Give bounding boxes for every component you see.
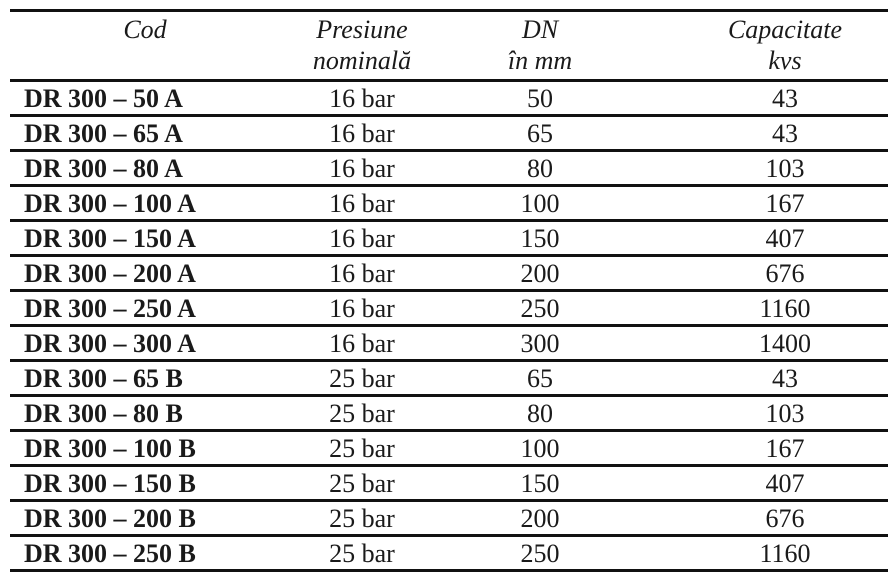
cell-dn: 200 — [520, 259, 560, 288]
table-row: DR 300 – 200 A 16 bar 200 676 — [10, 257, 888, 292]
header-capacitate-line1: Capacitate — [727, 15, 843, 44]
cell-dn: 80 — [527, 399, 553, 428]
table-row: DR 300 – 200 B 25 bar 200 676 — [10, 502, 888, 537]
cell-presiune: 16 bar — [329, 224, 395, 253]
cell-presiune: 25 bar — [329, 504, 395, 533]
cell-cod: DR 300 – 100 A — [24, 189, 196, 218]
valve-spec-table: Cod Presiune nominală DN în mm Capacitate k… — [10, 9, 888, 572]
cell-dn: 150 — [520, 224, 560, 253]
cell-capacitate: 103 — [765, 399, 805, 428]
cell-capacitate: 167 — [765, 434, 805, 463]
cell-presiune: 16 bar — [329, 84, 395, 113]
cell-presiune: 16 bar — [329, 294, 395, 323]
cell-cod: DR 300 – 250 B — [24, 539, 196, 568]
table-row: DR 300 – 100 B 25 bar 100 167 — [10, 432, 888, 467]
table-row: DR 300 – 50 A 16 bar 50 43 — [10, 82, 888, 117]
table-row: DR 300 – 150 B 25 bar 150 407 — [10, 467, 888, 502]
cell-dn: 50 — [527, 84, 553, 113]
cell-cod: DR 300 – 80 B — [24, 399, 183, 428]
header-dn-line1: DN — [521, 15, 559, 44]
cell-presiune: 25 bar — [329, 469, 395, 498]
cell-capacitate: 103 — [765, 154, 805, 183]
table-row: DR 300 – 100 A 16 bar 100 167 — [10, 187, 888, 222]
cell-dn: 300 — [520, 329, 560, 358]
header-presiune: Presiune nominală — [272, 14, 452, 76]
cell-dn: 100 — [520, 434, 560, 463]
cell-cod: DR 300 – 300 A — [24, 329, 196, 358]
cell-capacitate: 1160 — [759, 294, 811, 323]
table-row: DR 300 – 250 B 25 bar 250 1160 — [10, 537, 888, 572]
cell-cod: DR 300 – 200 B — [24, 504, 196, 533]
cell-cod: DR 300 – 250 A — [24, 294, 196, 323]
cell-dn: 65 — [527, 119, 553, 148]
cell-dn: 100 — [520, 189, 560, 218]
cell-capacitate: 1160 — [759, 539, 811, 568]
cell-presiune: 16 bar — [329, 189, 395, 218]
cell-dn: 80 — [527, 154, 553, 183]
table-row: DR 300 – 65 B 25 bar 65 43 — [10, 362, 888, 397]
cell-capacitate: 43 — [772, 364, 798, 393]
table-row: DR 300 – 80 A 16 bar 80 103 — [10, 152, 888, 187]
cell-dn: 200 — [520, 504, 560, 533]
cell-presiune: 25 bar — [329, 364, 395, 393]
cell-capacitate: 407 — [765, 224, 805, 253]
cell-presiune: 16 bar — [329, 119, 395, 148]
header-capacitate: Capacitate kvs — [690, 14, 880, 76]
cell-capacitate: 676 — [765, 259, 805, 288]
table-row: DR 300 – 65 A 16 bar 65 43 — [10, 117, 888, 152]
table-row: DR 300 – 300 A 16 bar 300 1400 — [10, 327, 888, 362]
cell-cod: DR 300 – 150 A — [24, 224, 196, 253]
cell-cod: DR 300 – 100 B — [24, 434, 196, 463]
table-body: DR 300 – 50 A 16 bar 50 43 DR 300 – 65 A 16 b… — [10, 82, 888, 572]
header-presiune-line1: Presiune — [316, 15, 408, 44]
cell-presiune: 16 bar — [329, 329, 395, 358]
cell-cod: DR 300 – 200 A — [24, 259, 196, 288]
cell-dn: 150 — [520, 469, 560, 498]
cell-cod: DR 300 – 50 A — [24, 84, 183, 113]
table-header: Cod Presiune nominală DN în mm Capacitate k… — [10, 12, 888, 82]
header-capacitate-line2: kvs — [768, 46, 802, 75]
table-row: DR 300 – 80 B 25 bar 80 103 — [10, 397, 888, 432]
cell-capacitate: 1400 — [759, 329, 811, 358]
cell-presiune: 16 bar — [329, 259, 395, 288]
cell-cod: DR 300 – 150 B — [24, 469, 196, 498]
table-row: DR 300 – 250 A 16 bar 250 1160 — [10, 292, 888, 327]
cell-capacitate: 676 — [765, 504, 805, 533]
cell-capacitate: 43 — [772, 119, 798, 148]
cell-cod: DR 300 – 65 A — [24, 119, 183, 148]
cell-capacitate: 167 — [765, 189, 805, 218]
header-cod: Cod — [70, 14, 220, 45]
cell-dn: 250 — [520, 539, 560, 568]
cell-cod: DR 300 – 80 A — [24, 154, 183, 183]
header-dn-line2: în mm — [507, 46, 573, 75]
cell-capacitate: 407 — [765, 469, 805, 498]
cell-presiune: 16 bar — [329, 154, 395, 183]
cell-presiune: 25 bar — [329, 399, 395, 428]
header-cod-text: Cod — [123, 15, 167, 44]
cell-capacitate: 43 — [772, 84, 798, 113]
table-row: DR 300 – 150 A 16 bar 150 407 — [10, 222, 888, 257]
cell-presiune: 25 bar — [329, 539, 395, 568]
cell-cod: DR 300 – 65 B — [24, 364, 183, 393]
header-dn: DN în mm — [450, 14, 630, 76]
header-presiune-line2: nominală — [312, 46, 412, 75]
cell-dn: 65 — [527, 364, 553, 393]
cell-dn: 250 — [520, 294, 560, 323]
cell-presiune: 25 bar — [329, 434, 395, 463]
